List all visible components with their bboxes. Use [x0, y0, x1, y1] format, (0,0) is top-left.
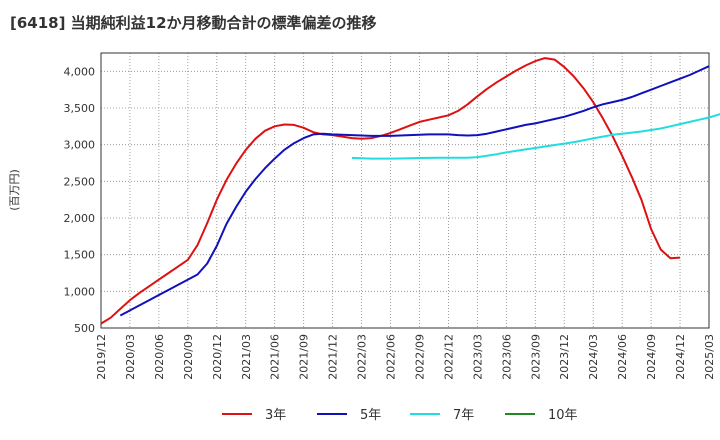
x-tick-label: 2020/09: [182, 334, 195, 380]
x-tick-label: 2024/03: [587, 334, 600, 380]
plot-border: [100, 52, 710, 329]
x-tick-label: 2023/06: [500, 334, 513, 380]
x-tick-label: 2022/12: [442, 334, 455, 380]
y-tick-label: 500: [74, 322, 95, 335]
x-tick-label: 2022/03: [356, 334, 369, 380]
x-tick-label: 2020/03: [124, 334, 137, 380]
legend-label-7年: 7年: [453, 408, 474, 423]
x-tick-label: 2019/12: [95, 334, 108, 380]
x-tick-label: 2020/12: [211, 334, 224, 380]
x-tick-label: 2023/12: [558, 334, 571, 380]
x-tick-label: 2022/06: [385, 334, 398, 380]
x-tick-label: 2021/09: [298, 334, 311, 380]
y-tick-label: 4,000: [64, 65, 96, 78]
x-tick-label: 2021/12: [327, 334, 340, 380]
legend-label-3年: 3年: [265, 408, 286, 423]
x-tick-label: 2024/09: [645, 334, 658, 380]
y-tick-label: 2,000: [64, 212, 96, 225]
chart-title: [6418] 当期純利益12か月移動合計の標準偏差の推移: [10, 14, 377, 32]
y-tick-label: 2,500: [64, 175, 96, 188]
y-tick-label: 3,500: [64, 102, 96, 115]
x-tick-label: 2024/06: [616, 334, 629, 380]
x-tick-label: 2021/03: [240, 334, 253, 380]
x-tick-label: 2024/12: [674, 334, 687, 380]
series-line-5年: [119, 65, 710, 317]
series-line-7年: [351, 113, 720, 160]
y-tick-label: 1,000: [64, 285, 96, 298]
x-tick-label: 2020/06: [153, 334, 166, 380]
y-axis-label: (百万円): [8, 169, 21, 211]
legend-label-10年: 10年: [548, 408, 578, 423]
legend-label-5年: 5年: [360, 408, 381, 423]
plot-area: [101, 53, 709, 328]
x-tick-label: 2023/09: [529, 334, 542, 380]
x-tick-label: 2021/06: [269, 334, 282, 380]
x-tick-label: 2023/03: [471, 334, 484, 380]
series-line-3年: [100, 57, 681, 325]
x-tick-label: 2022/09: [413, 334, 426, 380]
x-tick-label: 2025/03: [703, 334, 716, 380]
y-tick-label: 3,000: [64, 139, 96, 152]
y-tick-label: 1,500: [64, 249, 96, 262]
